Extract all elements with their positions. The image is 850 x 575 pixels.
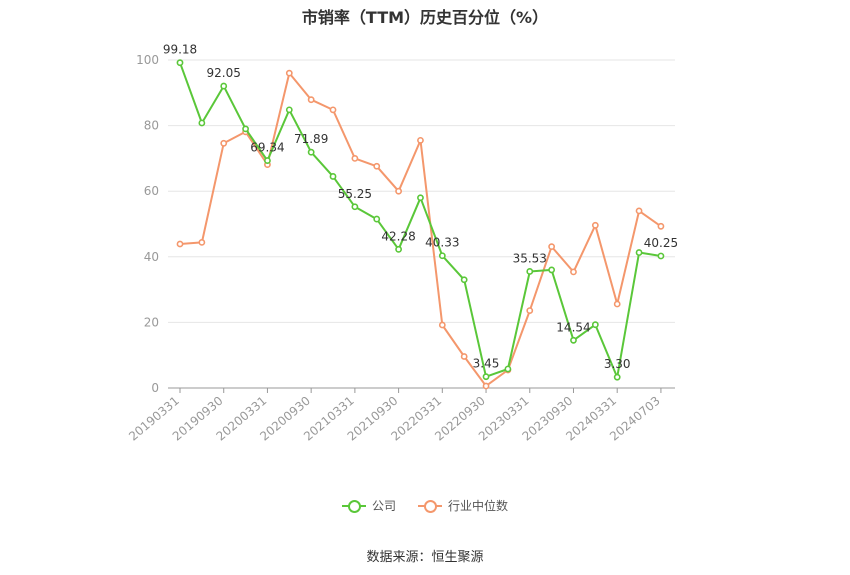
point-s1-8 bbox=[351, 154, 359, 162]
point-s0-12 bbox=[438, 252, 446, 260]
data-label-8: 55.25 bbox=[338, 187, 372, 201]
series-line-1 bbox=[179, 72, 662, 387]
point-s0-15 bbox=[504, 365, 512, 373]
legend: 公司 行业中位数 bbox=[0, 497, 850, 514]
data-label-2: 92.05 bbox=[207, 66, 241, 80]
legend-item-company[interactable]: 公司 bbox=[341, 497, 396, 514]
point-s1-0 bbox=[176, 240, 184, 248]
legend-label-industry-median: 行业中位数 bbox=[448, 499, 509, 513]
legend-item-industry-median[interactable]: 行业中位数 bbox=[418, 497, 508, 514]
point-s0-10 bbox=[395, 245, 402, 253]
y-tick-label-40: 40 bbox=[144, 250, 159, 264]
point-s0-13 bbox=[460, 276, 468, 284]
point-s1-19 bbox=[591, 221, 599, 229]
data-label-20: 3.30 bbox=[604, 357, 631, 371]
point-s0-9 bbox=[373, 215, 381, 223]
data-label-12: 40.33 bbox=[425, 236, 459, 250]
data-label-4: 69.34 bbox=[250, 141, 284, 155]
point-s0-1 bbox=[198, 119, 206, 127]
data-label-18: 14.54 bbox=[556, 320, 590, 334]
point-s0-18 bbox=[570, 336, 577, 344]
point-s1-2 bbox=[220, 139, 228, 147]
data-labels: 99.18 92.05 69.34 71.89 55.25 42.28 40.33 3.45 3… bbox=[163, 43, 678, 371]
point-s0-21 bbox=[635, 249, 643, 256]
y-tick-label-80: 80 bbox=[144, 119, 159, 133]
point-s0-16 bbox=[526, 268, 534, 275]
series-lines bbox=[176, 59, 665, 390]
point-s0-5 bbox=[285, 106, 293, 114]
data-label-0: 99.18 bbox=[163, 43, 197, 57]
point-s0-11 bbox=[417, 194, 424, 202]
point-s1-10 bbox=[395, 187, 402, 195]
y-tick-label-60: 60 bbox=[144, 184, 159, 198]
point-s1-13 bbox=[460, 353, 468, 360]
chart-title: 市销率（TTM）历史百分位（%） bbox=[301, 8, 549, 27]
point-s0-3 bbox=[242, 125, 249, 133]
point-s1-21 bbox=[635, 207, 643, 215]
point-s1-7 bbox=[329, 106, 337, 114]
data-label-14: 3.45 bbox=[473, 357, 500, 371]
point-s1-9 bbox=[373, 162, 381, 170]
y-tick-label-0: 0 bbox=[151, 381, 159, 395]
point-s0-17 bbox=[548, 266, 556, 274]
point-s1-16 bbox=[526, 307, 534, 314]
point-s0-2 bbox=[220, 82, 228, 90]
point-s1-12 bbox=[438, 321, 446, 329]
point-s1-22 bbox=[657, 222, 665, 230]
data-label-6: 71.89 bbox=[294, 132, 328, 146]
legend-swatch-company bbox=[341, 499, 366, 513]
y-tick-label-20: 20 bbox=[144, 315, 159, 329]
point-s1-20 bbox=[613, 300, 621, 308]
point-s1-1 bbox=[198, 238, 206, 246]
legend-swatch-industry-median bbox=[418, 499, 442, 513]
data-label-22: 40.25 bbox=[644, 236, 678, 250]
point-s0-7 bbox=[329, 173, 337, 180]
point-s0-22 bbox=[657, 252, 665, 260]
legend-label-company: 公司 bbox=[371, 499, 396, 513]
point-s0-6 bbox=[307, 148, 315, 156]
point-s1-6 bbox=[307, 96, 315, 104]
y-tick-label-100: 100 bbox=[136, 53, 159, 67]
point-s1-11 bbox=[417, 136, 424, 144]
point-s0-4 bbox=[264, 157, 271, 164]
data-label-10: 42.28 bbox=[381, 229, 415, 243]
grid-lines bbox=[168, 59, 675, 323]
point-s1-14 bbox=[482, 382, 490, 390]
data-label-16: 35.53 bbox=[513, 251, 547, 265]
point-s1-17 bbox=[548, 243, 556, 251]
point-s0-14 bbox=[482, 373, 490, 381]
point-s0-0 bbox=[176, 59, 184, 67]
point-s1-5 bbox=[285, 69, 293, 77]
point-s0-20 bbox=[613, 373, 621, 381]
point-s0-8 bbox=[351, 203, 359, 211]
point-s1-18 bbox=[570, 268, 577, 276]
source-note: 数据来源：恒生聚源 bbox=[366, 550, 484, 565]
point-s0-19 bbox=[591, 321, 599, 329]
